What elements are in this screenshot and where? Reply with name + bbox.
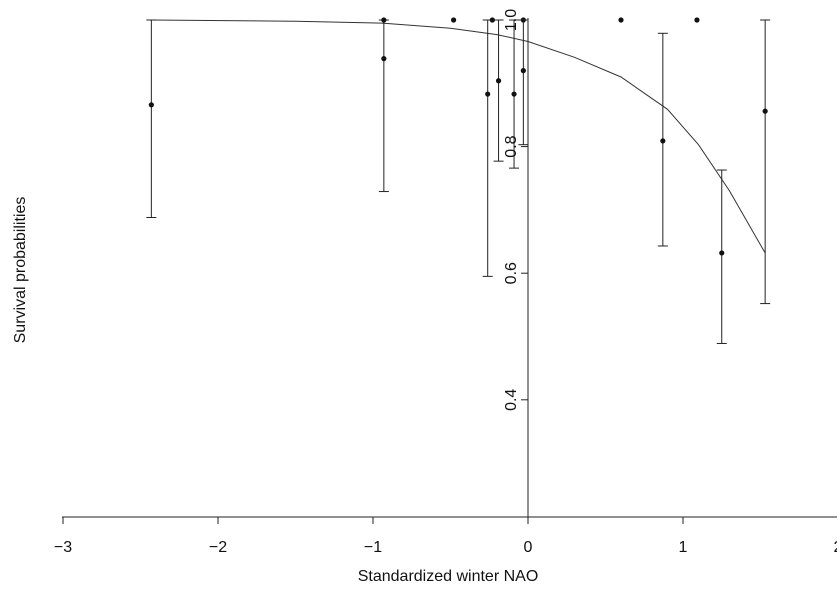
x-tick-label-4: 1 (679, 539, 688, 556)
axes-layer (62, 18, 837, 518)
y-tick-label-2: 0.8 (503, 135, 520, 157)
x-tick-label-1: −2 (209, 539, 227, 556)
x-tick-label-3: 0 (524, 539, 533, 556)
x-tick-label-0: −3 (54, 539, 72, 556)
error-bars-layer (146, 19, 771, 344)
y-tick-label-3: 1.0 (503, 9, 520, 31)
data-point-2 (381, 56, 387, 62)
data-point-7 (511, 91, 517, 97)
data-point-6 (495, 78, 502, 84)
data-point-13 (719, 250, 725, 256)
data-point-14 (762, 108, 768, 114)
x-axis-title: Standardized winter NAO (358, 568, 539, 585)
y-tick-label-1: 0.6 (503, 262, 520, 284)
data-point-9 (520, 68, 526, 74)
data-point-12 (660, 138, 666, 144)
data-point-4 (485, 91, 491, 97)
data-point-10 (618, 17, 624, 23)
tick-layer: −3 −2 −1 0 1 2 0.4 0.6 0.8 1.0 (54, 9, 837, 556)
fit-curve-layer (151, 19, 766, 254)
data-points-layer (148, 17, 768, 256)
data-point-11 (694, 17, 700, 23)
data-point-5 (489, 17, 495, 23)
data-point-0 (148, 102, 154, 108)
data-point-1 (381, 17, 387, 23)
x-tick-label-5: 2 (834, 539, 837, 556)
fit-curve (151, 19, 766, 254)
y-tick-label-0: 0.4 (503, 389, 520, 411)
data-point-3 (451, 17, 457, 23)
y-axis-title: Survival probabilities (12, 197, 29, 344)
x-tick-label-2: −1 (364, 539, 382, 556)
